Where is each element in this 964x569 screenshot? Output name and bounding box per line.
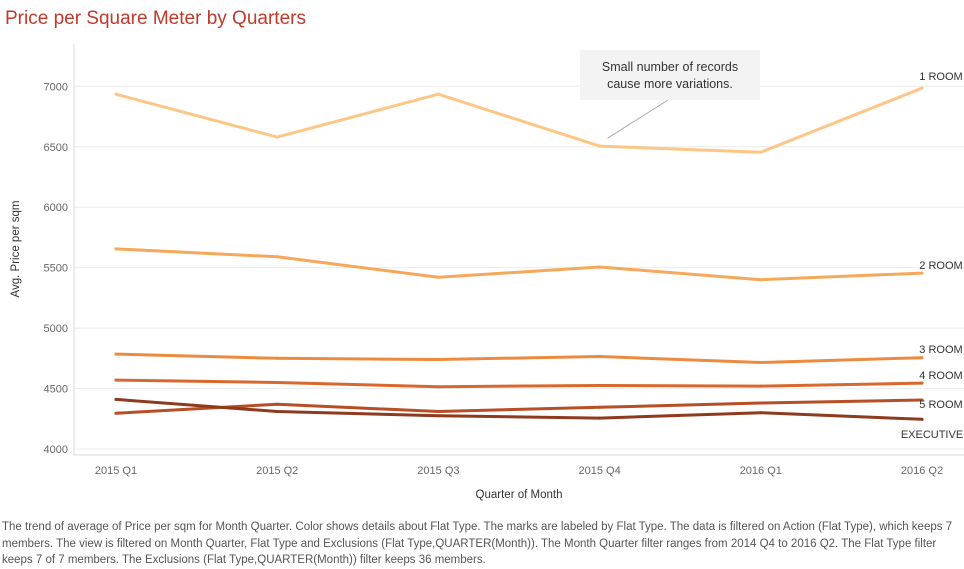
series-line xyxy=(114,398,924,415)
data-point xyxy=(920,86,924,90)
data-point xyxy=(759,361,763,365)
y-tick-label: 7000 xyxy=(44,81,68,93)
x-tick-label: 2015 Q1 xyxy=(95,465,137,477)
series-line xyxy=(114,397,924,421)
data-point xyxy=(436,92,440,96)
x-tick-label: 2015 Q4 xyxy=(578,465,620,477)
y-tick-label: 5500 xyxy=(44,263,68,275)
y-tick-label: 6500 xyxy=(44,142,68,154)
series-lines xyxy=(114,86,924,421)
annotation-leader xyxy=(607,99,669,139)
data-point xyxy=(275,380,279,384)
x-axis-title: Quarter of Month xyxy=(476,489,563,501)
data-point xyxy=(920,271,924,275)
data-point xyxy=(598,405,602,409)
chart-caption: The trend of average of Price per sqm fo… xyxy=(2,521,953,566)
data-point xyxy=(275,255,279,259)
series-labels: 1 ROOM 2 ROOM 3 ROOM 4 ROOM 5 ROOM EXECUTIVE xyxy=(901,71,963,441)
data-point xyxy=(598,265,602,269)
data-point xyxy=(920,417,924,421)
data-point xyxy=(275,135,279,139)
data-point xyxy=(436,409,440,413)
chart-title: Price per Square Meter by Quarters xyxy=(5,8,306,29)
data-point xyxy=(114,411,118,415)
series-label: 2 ROOM xyxy=(919,260,962,272)
data-point xyxy=(759,401,763,405)
annotation-box xyxy=(580,50,760,100)
series-line xyxy=(114,378,924,389)
line-chart: 4000 4500 5000 5500 6000 6500 7000 2015 Q1 2015 … xyxy=(10,44,964,501)
data-point xyxy=(114,247,118,251)
data-point xyxy=(759,411,763,415)
annotation-text: Small number of records xyxy=(602,60,738,74)
x-tick-label: 2016 Q1 xyxy=(740,465,782,477)
gridlines xyxy=(74,85,964,450)
data-point xyxy=(114,397,118,401)
y-tick-label: 5000 xyxy=(44,323,68,335)
y-tick-label: 4000 xyxy=(44,444,68,456)
data-point xyxy=(598,144,602,148)
x-tick-label: 2015 Q3 xyxy=(417,465,459,477)
series-label: 1 ROOM xyxy=(919,71,962,83)
data-point xyxy=(436,358,440,362)
data-point xyxy=(759,278,763,282)
data-point xyxy=(598,416,602,420)
data-point xyxy=(759,384,763,388)
data-point xyxy=(920,356,924,360)
data-point xyxy=(436,414,440,418)
data-point xyxy=(114,92,118,96)
axes: 4000 4500 5000 5500 6000 6500 7000 2015 Q1 2015 … xyxy=(44,44,964,477)
y-axis-title: Avg. Price per sqm xyxy=(10,201,22,298)
y-tick-label: 6000 xyxy=(44,202,68,214)
data-point xyxy=(920,381,924,385)
series-label: EXECUTIVE xyxy=(901,429,963,441)
data-point xyxy=(114,378,118,382)
annotation-text: cause more variations. xyxy=(607,77,733,91)
series-label: 3 ROOM xyxy=(919,344,962,356)
data-point xyxy=(920,398,924,402)
series-label: 4 ROOM xyxy=(919,370,962,382)
series-line xyxy=(114,352,924,364)
data-point xyxy=(598,354,602,358)
data-point xyxy=(275,356,279,360)
data-point xyxy=(598,383,602,387)
series-line xyxy=(114,247,924,282)
x-tick-label: 2016 Q2 xyxy=(901,465,943,477)
data-point xyxy=(275,402,279,406)
data-point xyxy=(275,409,279,413)
data-point xyxy=(114,352,118,356)
x-tick-label: 2015 Q2 xyxy=(256,465,298,477)
data-point xyxy=(759,150,763,154)
data-point xyxy=(436,385,440,389)
annotation: Small number of records cause more variat… xyxy=(580,50,760,139)
series-label: 5 ROOM xyxy=(919,399,962,411)
y-tick-label: 4500 xyxy=(44,384,68,396)
data-point xyxy=(436,275,440,279)
series-line xyxy=(114,86,924,154)
